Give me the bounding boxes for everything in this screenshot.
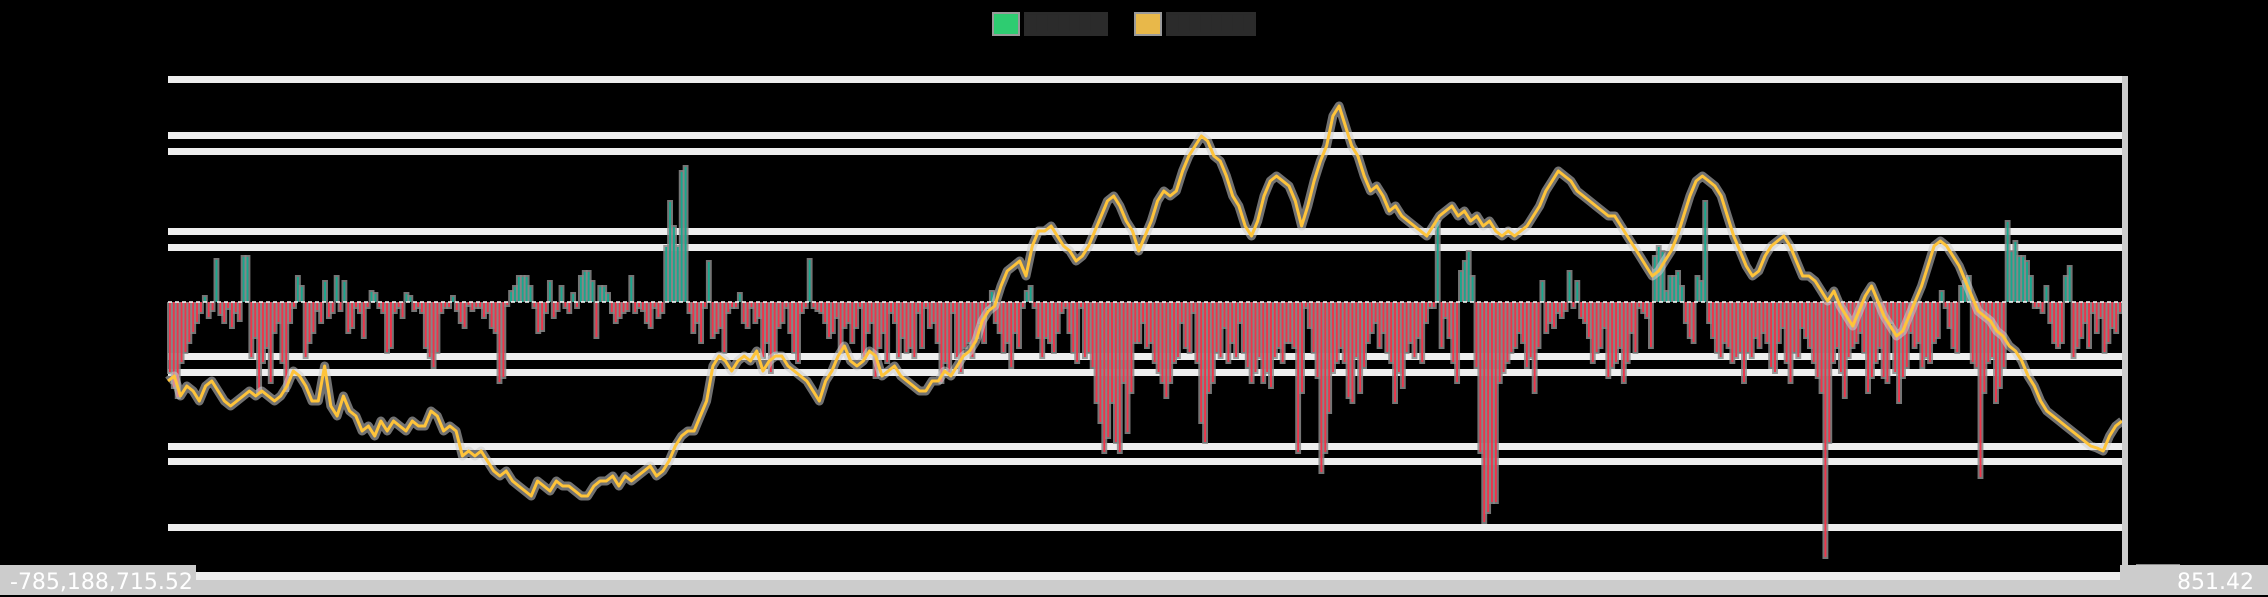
legend-swatch-green-icon xyxy=(992,12,1020,36)
bar-series xyxy=(167,165,2123,559)
legend-label-bar-series: ██████ xyxy=(1024,12,1108,36)
chart-legend: ██████ ████████ xyxy=(992,10,1257,38)
x-axis-highlight xyxy=(196,572,2120,580)
x-axis-band xyxy=(196,580,2126,595)
left-axis-bottom-value: -785,188,715.52 xyxy=(0,565,196,595)
legend-label-line-series: ████████ xyxy=(1166,12,1257,36)
legend-item-line-series[interactable]: ████████ xyxy=(1134,12,1257,36)
plot-right-border xyxy=(2122,76,2128,576)
legend-item-bar-series[interactable]: ██████ xyxy=(992,12,1108,36)
line-series xyxy=(165,101,2125,501)
right-axis-bottom-value: 851.42 xyxy=(2120,565,2268,595)
legend-swatch-yellow-icon xyxy=(1134,12,1162,36)
